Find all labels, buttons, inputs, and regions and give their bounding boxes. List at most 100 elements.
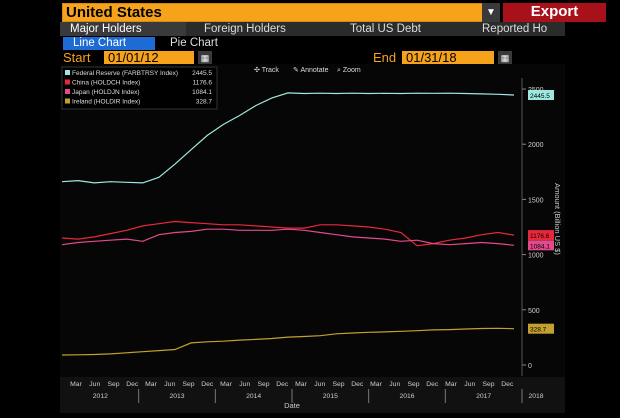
crosshair-icon: ✣	[254, 67, 262, 74]
legend-swatch	[65, 89, 70, 94]
calendar-icon[interactable]: ▦	[198, 51, 212, 65]
x-month-label: Sep	[257, 381, 269, 388]
legend-swatch	[65, 79, 70, 85]
tab-total-us-debt[interactable]: Total US Debt	[333, 22, 463, 36]
export-label: Export	[530, 3, 579, 20]
start-date-input[interactable]: 01/01/12	[104, 51, 194, 65]
y-axis-label: Amount (Billion US $)	[553, 183, 562, 255]
x-year-label: 2014	[246, 393, 261, 400]
tab-label: Foreign Holders	[204, 23, 286, 35]
x-month-label: Mar	[370, 381, 382, 388]
tab-bar: Major Holders Foreign Holders Total US D…	[60, 22, 565, 36]
x-year-label: 2012	[93, 393, 108, 400]
tab-line-chart[interactable]: Line Chart	[63, 37, 155, 50]
magnifier-icon: ⌕	[337, 67, 343, 74]
x-month-label: Sep	[407, 381, 419, 388]
start-date-value: 01/01/12	[108, 50, 159, 65]
series-line	[61, 228, 515, 246]
track-button[interactable]: ✣ Track	[254, 66, 279, 76]
start-label: Start	[63, 50, 91, 65]
x-month-label: Mar	[145, 381, 157, 388]
y-tick-label: 1500	[528, 197, 544, 204]
calendar-icon[interactable]: ▦	[498, 51, 512, 65]
x-month-label: Jun	[164, 381, 175, 388]
last-value-tag	[528, 230, 554, 241]
legend-value: 1176.6	[193, 80, 213, 87]
last-value-tag	[528, 240, 554, 251]
annotate-button[interactable]: ✎ Annotate	[293, 66, 328, 76]
chevron-down-icon[interactable]: ▼	[482, 3, 500, 22]
x-month-label: Dec	[201, 381, 214, 388]
track-label: Track	[261, 67, 279, 74]
tab-label: Total US Debt	[350, 23, 421, 35]
zoom-button[interactable]: ⌕ Zoom	[337, 66, 361, 76]
legend-label: Ireland (HOLDIR Index)	[72, 99, 140, 106]
country-selector[interactable]: United States	[62, 3, 500, 22]
top-bar: United States ▼ Export	[60, 3, 606, 22]
tab-foreign-holders[interactable]: Foreign Holders	[192, 22, 326, 36]
x-month-label: Dec	[501, 381, 514, 388]
date-range: Start 01/01/12 ▦ End 01/31/18 ▦	[60, 51, 565, 65]
x-year-label: 2016	[399, 393, 414, 400]
y-tick-label: 2000	[528, 142, 544, 149]
x-month-label: Jun	[314, 381, 325, 388]
x-month-label: Mar	[220, 381, 232, 388]
tab-label: Major Holders	[70, 23, 142, 35]
tab-label: Line Chart	[73, 37, 127, 49]
end-label: End	[373, 50, 397, 65]
x-month-label: Sep	[182, 381, 194, 388]
series-line	[61, 327, 515, 356]
legend-value: 1084.1	[192, 89, 212, 96]
legend-swatch	[65, 70, 70, 75]
tab-major-holders[interactable]: Major Holders	[60, 22, 186, 36]
x-year-label: 2017	[476, 393, 491, 400]
series-line	[61, 92, 515, 184]
x-axis-label: Date	[284, 401, 300, 410]
chart-area: 05001000150020002500Amount (Billion US $…	[60, 64, 565, 413]
annotate-label: Annotate	[300, 67, 329, 74]
x-month-label: Jun	[89, 381, 100, 388]
app-window: United States ▼ Export Major Holders For…	[60, 0, 606, 413]
legend-value: 328.7	[196, 99, 213, 106]
tab-pie-chart[interactable]: Pie Chart	[160, 37, 240, 50]
x-axis-band	[60, 377, 565, 413]
last-value-label: 1176.6	[530, 233, 550, 240]
x-year-label: 2015	[323, 393, 338, 400]
last-value-tag	[528, 323, 554, 334]
tab-label: Pie Chart	[170, 37, 218, 49]
legend-swatch	[65, 98, 70, 104]
x-month-label: Dec	[351, 381, 364, 388]
x-month-label: Sep	[482, 381, 494, 388]
line-chart: 05001000150020002500Amount (Billion US $…	[60, 66, 565, 413]
last-value-label: 1084.1	[530, 243, 550, 250]
legend-box	[61, 66, 218, 110]
last-value-label: 328.7	[530, 327, 547, 334]
x-month-label: Dec	[426, 381, 439, 388]
legend-label: Federal Reserve (FARBTRSY Index)	[72, 70, 178, 77]
x-month-label: Jun	[239, 381, 250, 388]
x-month-label: Mar	[295, 381, 307, 388]
end-date-input[interactable]: 01/31/18	[402, 51, 494, 65]
end-date-value: 01/31/18	[406, 50, 457, 65]
last-value-label: 2445.5	[530, 93, 550, 100]
x-month-label: Dec	[276, 381, 289, 388]
legend-value: 2445.5	[192, 70, 212, 77]
x-month-label: Jun	[389, 381, 400, 388]
tab-reported-holders[interactable]: Reported Ho	[470, 22, 565, 36]
zoom-label: Zoom	[342, 67, 361, 74]
pencil-icon: ✎	[293, 67, 301, 74]
x-month-label: Jun	[464, 381, 475, 388]
x-month-label: Dec	[126, 381, 139, 388]
x-month-label: Sep	[332, 381, 344, 388]
x-month-label: Mar	[445, 381, 457, 388]
export-button[interactable]: Export	[503, 3, 606, 22]
x-month-label: Sep	[107, 381, 119, 388]
chart-type-tabs: Line Chart Pie Chart	[60, 37, 565, 50]
legend-label: China (HOLDCH Index)	[72, 80, 140, 87]
x-year-label: 2013	[169, 393, 184, 400]
y-tick-label: 500	[528, 308, 540, 315]
legend-label: Japan (HOLDJN Index)	[72, 89, 140, 96]
last-value-tag	[528, 89, 554, 100]
series-line	[61, 220, 515, 247]
y-tick-label: 0	[528, 363, 532, 370]
